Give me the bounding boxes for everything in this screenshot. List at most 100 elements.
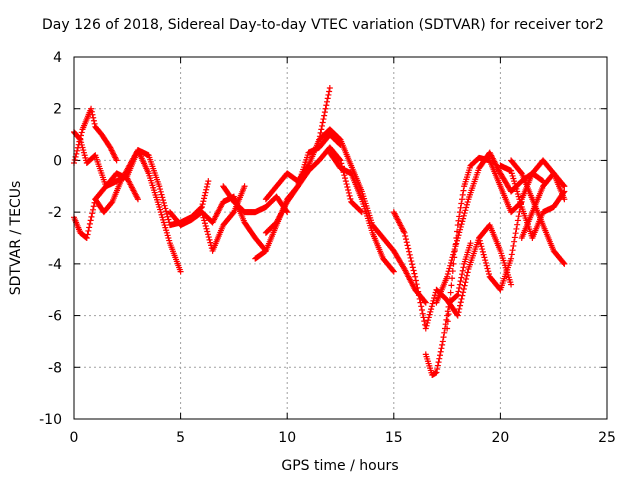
- data-point-marker: [90, 203, 97, 210]
- data-point-marker: [89, 111, 96, 118]
- data-point-marker: [457, 278, 464, 285]
- data-point-marker: [198, 209, 205, 216]
- data-point-marker: [458, 274, 465, 281]
- data-point-marker: [434, 362, 441, 369]
- data-point-marker: [345, 186, 352, 193]
- data-point-marker: [89, 210, 96, 217]
- data-point-marker: [454, 228, 461, 235]
- data-point-marker: [201, 220, 208, 227]
- data-point-marker: [454, 291, 461, 298]
- data-point-marker: [74, 147, 81, 154]
- data-point-marker: [479, 246, 486, 253]
- data-point-marker: [91, 120, 98, 127]
- data-point-marker: [437, 348, 444, 355]
- data-point-marker: [422, 299, 429, 306]
- x-tick-label: 20: [491, 430, 509, 446]
- series-track: [262, 144, 365, 236]
- data-point-marker: [88, 108, 95, 115]
- data-point-marker: [84, 231, 91, 238]
- data-point-marker: [207, 239, 214, 246]
- x-tick-label: 10: [278, 430, 296, 446]
- data-point-marker: [480, 251, 487, 258]
- data-point-marker: [459, 292, 466, 299]
- data-point-marker: [460, 212, 467, 219]
- data-point-marker: [206, 236, 213, 243]
- data-point-marker: [452, 241, 459, 248]
- data-point-marker: [458, 295, 465, 302]
- data-point-marker: [477, 240, 484, 247]
- data-point-marker: [346, 192, 353, 199]
- data-point-marker: [77, 132, 84, 139]
- data-point-marker: [459, 271, 466, 278]
- data-point-marker: [448, 282, 455, 289]
- data-point-marker: [454, 222, 461, 229]
- data-point-marker: [451, 254, 458, 261]
- data-point-marker: [284, 209, 291, 216]
- data-point-marker: [444, 318, 451, 325]
- x-tick-label: 25: [598, 430, 616, 446]
- data-point-marker: [443, 316, 450, 323]
- data-point-marker: [416, 295, 423, 302]
- data-point-marker: [401, 229, 408, 236]
- data-point-marker: [447, 289, 454, 296]
- data-point-marker: [86, 220, 93, 227]
- data-point-marker: [199, 211, 206, 218]
- data-point-marker: [422, 298, 429, 305]
- data-point-marker: [458, 221, 465, 228]
- data-point-marker: [412, 277, 419, 284]
- data-point-marker: [444, 312, 451, 319]
- series-track: [166, 193, 269, 254]
- data-point-marker: [459, 191, 466, 198]
- data-point-marker: [177, 268, 184, 275]
- data-point-marker: [453, 237, 460, 244]
- data-point-marker: [444, 271, 451, 278]
- data-point-marker: [460, 285, 467, 292]
- data-point-marker: [415, 292, 422, 299]
- data-point-marker: [439, 338, 446, 345]
- data-point-marker: [336, 156, 343, 163]
- data-point-marker: [453, 235, 460, 241]
- data-point-marker: [412, 273, 419, 280]
- data-point-marker: [411, 270, 418, 277]
- data-point-marker: [83, 235, 90, 241]
- data-point-marker: [199, 201, 206, 208]
- data-point-marker: [464, 269, 471, 276]
- data-point-marker: [483, 262, 490, 269]
- data-point-marker: [482, 257, 489, 264]
- data-point-marker: [513, 225, 520, 232]
- data-point-marker: [203, 186, 210, 193]
- data-point-marker: [344, 184, 351, 191]
- data-point-marker: [446, 296, 453, 303]
- data-point-marker: [163, 208, 170, 215]
- data-point-marker: [320, 116, 327, 123]
- data-point-marker: [406, 248, 413, 255]
- data-point-marker: [460, 215, 467, 222]
- data-point-marker: [323, 102, 330, 109]
- data-point-marker: [459, 196, 466, 203]
- data-point-marker: [200, 198, 207, 205]
- data-point-marker: [441, 329, 448, 336]
- data-point-marker: [514, 221, 521, 228]
- data-point-marker: [455, 309, 462, 316]
- data-point-marker: [390, 268, 397, 275]
- series-track: [71, 128, 184, 275]
- data-point-marker: [410, 267, 417, 274]
- y-tick-label: 4: [53, 50, 62, 66]
- data-point-marker: [459, 218, 466, 225]
- data-point-marker: [90, 117, 97, 124]
- data-point-marker: [160, 197, 167, 204]
- data-point-marker: [408, 258, 415, 265]
- series-track: [422, 240, 474, 379]
- data-point-marker: [425, 314, 432, 321]
- data-point-marker: [508, 281, 515, 288]
- data-point-marker: [481, 254, 488, 261]
- y-tick-label: -2: [48, 205, 62, 221]
- series-track: [444, 154, 525, 332]
- data-point-marker: [204, 228, 211, 235]
- data-point-marker: [456, 305, 463, 312]
- data-point-marker: [418, 307, 425, 314]
- data-point-marker: [88, 105, 95, 112]
- data-point-marker: [85, 227, 92, 234]
- data-point-marker: [436, 355, 443, 362]
- data-point-marker: [463, 201, 470, 208]
